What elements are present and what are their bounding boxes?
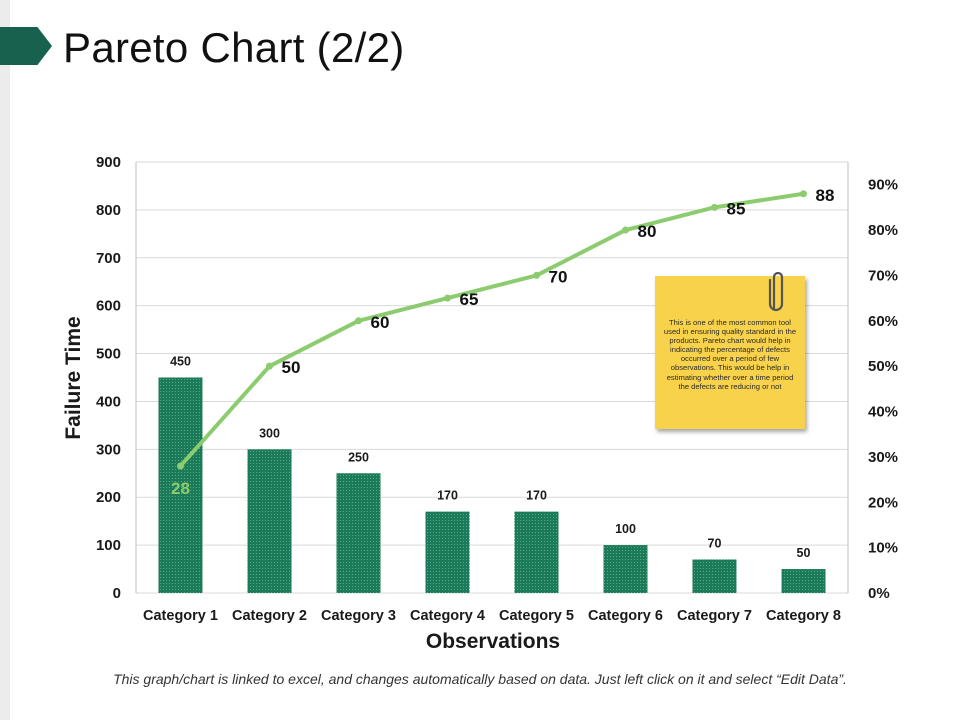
line-value-label: 60 [371, 313, 390, 332]
bar [514, 511, 559, 593]
bar-value-label: 100 [615, 522, 636, 536]
line-value-label: 70 [549, 267, 568, 286]
left-accent-strip [0, 0, 10, 720]
x-axis-tick-label: Category 7 [677, 608, 752, 624]
y-axis-tick-label: 100 [96, 537, 121, 554]
line-point [800, 190, 807, 198]
y-axis-tick-label: 800 [96, 202, 121, 219]
bar-value-label: 170 [437, 489, 458, 503]
x-axis-tick-label: Category 1 [143, 608, 218, 624]
bar-value-label: 70 [708, 536, 722, 550]
page-title: Pareto Chart (2/2) [63, 24, 405, 71]
x-axis-tick-label: Category 6 [588, 608, 663, 624]
y2-axis-tick-label: 90% [868, 177, 898, 194]
bar-value-label: 300 [259, 426, 280, 440]
y2-axis-tick-label: 20% [868, 494, 898, 511]
line-point [355, 317, 362, 325]
y2-axis-tick-label: 50% [868, 358, 898, 375]
footer-note: This graph/chart is linked to excel, and… [113, 671, 847, 687]
y-axis-tick-label: 200 [96, 489, 121, 506]
x-axis-tick-label: Category 4 [410, 608, 485, 624]
bar [247, 449, 292, 593]
line-point [444, 294, 451, 302]
y2-axis-tick-label: 60% [868, 313, 898, 330]
y2-axis-tick-label: 10% [868, 540, 898, 557]
line-value-label: 28 [171, 479, 190, 498]
line-point [622, 226, 629, 234]
y2-axis-tick-label: 30% [868, 449, 898, 466]
bar-value-label: 50 [797, 546, 811, 560]
bar [336, 473, 381, 593]
y-axis-tick-label: 400 [96, 393, 121, 410]
y-axis-tick-label: 0 [113, 585, 121, 602]
x-axis-title: Observations [426, 630, 560, 653]
line-value-label: 85 [727, 199, 746, 218]
line-value-label: 88 [816, 186, 835, 205]
line-point [177, 462, 184, 470]
x-axis-tick-label: Category 3 [321, 608, 396, 624]
line-value-label: 50 [282, 358, 301, 377]
y-axis-title: Failure Time [62, 316, 85, 439]
y2-axis-tick-label: 80% [868, 222, 898, 239]
bar [603, 545, 648, 593]
cumulative-line [179, 191, 804, 468]
sticky-note: This is one of the most common tool used… [655, 276, 805, 429]
x-axis-tick-label: Category 2 [232, 608, 307, 624]
y-axis-tick-label: 600 [96, 298, 121, 315]
bar [425, 511, 470, 593]
paperclip-icon [768, 271, 784, 312]
y2-axis-tick-label: 40% [868, 404, 898, 421]
y-axis-tick-label: 500 [96, 346, 121, 363]
line-value-label: 65 [460, 290, 479, 309]
bar [781, 569, 826, 593]
bar [158, 377, 203, 593]
y-axis-tick-label: 700 [96, 250, 121, 267]
line-value-label: 80 [638, 222, 657, 241]
bar-value-label: 170 [526, 489, 547, 503]
y2-axis-tick-label: 70% [868, 267, 898, 284]
line-point [533, 271, 540, 279]
x-axis-tick-label: Category 8 [766, 608, 841, 624]
bar-value-label: 450 [170, 355, 191, 369]
y-axis-tick-label: 300 [96, 441, 121, 458]
y2-axis-tick-label: 0% [868, 585, 890, 602]
bar [692, 559, 737, 593]
y-axis-tick-label: 900 [96, 154, 121, 171]
bar-value-label: 250 [348, 450, 369, 464]
line-point [711, 203, 718, 211]
x-axis-tick-label: Category 5 [499, 608, 574, 624]
sticky-note-text: This is one of the most common tool used… [663, 318, 797, 391]
line-point [266, 362, 273, 370]
